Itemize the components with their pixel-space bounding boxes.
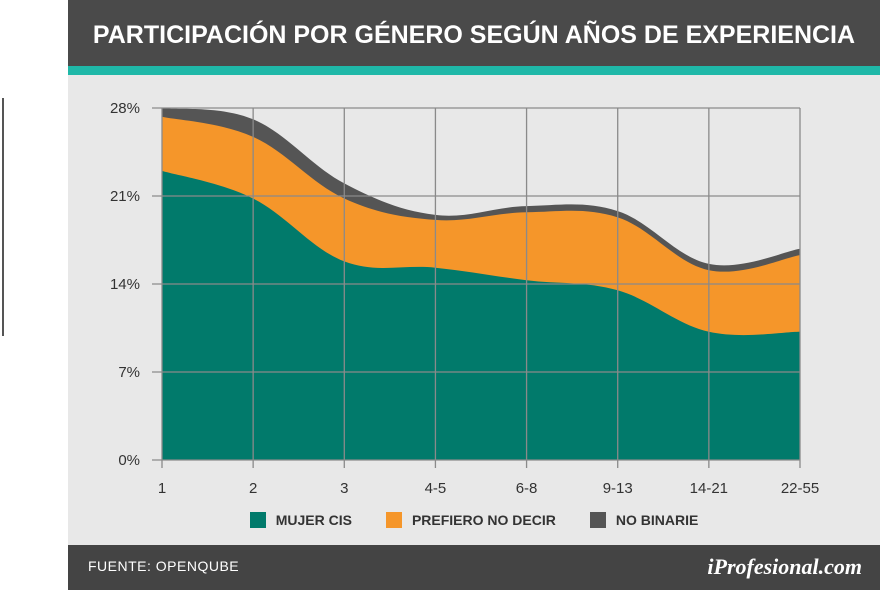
y-tick-label: 21% [110, 188, 140, 205]
area-mujer-cis [162, 170, 800, 460]
x-tick-label: 3 [340, 480, 348, 497]
legend: MUJER CIS PREFIERO NO DECIR NO BINARIE [68, 505, 880, 535]
area-chart: 0% 7% 14% 21% 28% 1 2 3 4-5 6-8 9-13 14-21 22-55 [110, 100, 819, 497]
x-tick-label: 22-55 [781, 480, 819, 497]
legend-item: NO BINARIE [589, 512, 699, 528]
legend-item: PREFIERO NO DECIR [385, 512, 556, 528]
accent-bar [68, 66, 880, 75]
x-tick-label: 6-8 [516, 480, 538, 497]
legend-label: PREFIERO NO DECIR [411, 512, 556, 528]
footer-bar: FUENTE: OPENQUBE iProfesional.com [68, 545, 880, 590]
x-tick-label: 1 [158, 480, 166, 497]
legend-item: MUJER CIS [249, 512, 352, 528]
legend-swatch [385, 512, 402, 528]
y-tick-label: 7% [118, 364, 140, 381]
legend-swatch [589, 512, 606, 528]
y-axis-ticks: 0% 7% 14% 21% 28% [110, 100, 140, 469]
left-margin [0, 0, 68, 590]
y-tick-label: 14% [110, 276, 140, 293]
legend-label: MUJER CIS [275, 512, 352, 528]
chart-title: PARTICIPACIÓN POR GÉNERO SEGÚN AÑOS DE E… [92, 21, 856, 49]
legend-label: NO BINARIE [615, 512, 699, 528]
y-tick-label: 0% [118, 452, 140, 469]
brand-logo: iProfesional.com [707, 554, 862, 579]
x-axis-ticks: 1 2 3 4-5 6-8 9-13 14-21 22-55 [158, 480, 819, 497]
left-divider [2, 98, 4, 336]
y-tick-label: 28% [110, 100, 140, 117]
x-tick-label: 9-13 [603, 480, 633, 497]
header-bar: PARTICIPACIÓN POR GÉNERO SEGÚN AÑOS DE E… [68, 0, 880, 66]
x-tick-label: 2 [249, 480, 257, 497]
x-tick-label: 4-5 [425, 480, 447, 497]
grid-lines [152, 107, 801, 468]
source-label: FUENTE: OPENQUBE [88, 558, 240, 574]
legend-swatch [249, 512, 266, 528]
x-tick-label: 14-21 [690, 480, 728, 497]
